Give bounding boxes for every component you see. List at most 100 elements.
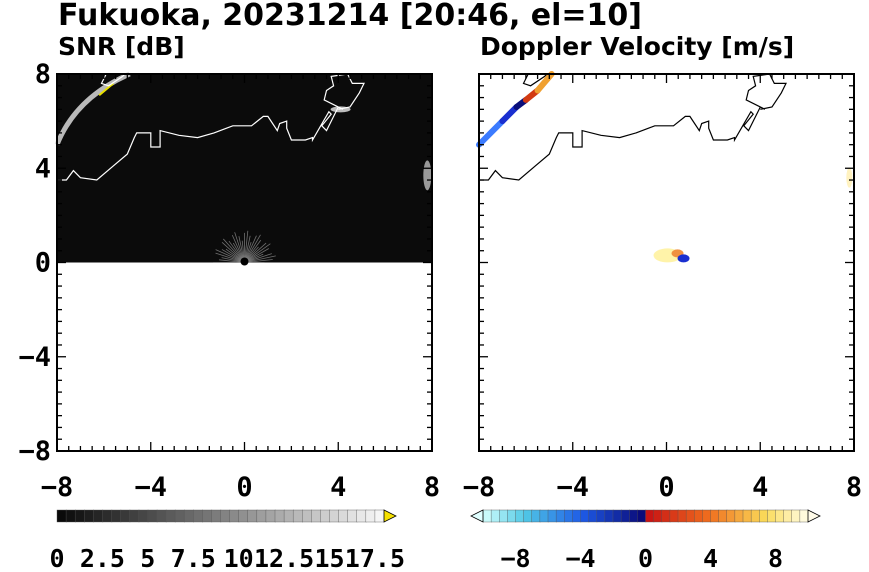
y-tick-label: 4 xyxy=(35,153,51,184)
doppler-colorbar-cell xyxy=(555,509,565,523)
clutter-ray xyxy=(244,243,271,263)
snr-colorbar-cell xyxy=(147,509,158,523)
doppler-colorbar-cell xyxy=(661,509,671,523)
snr-echo-peak xyxy=(98,82,114,96)
doppler-colorbar-cell xyxy=(653,509,663,523)
doppler-colorbar-cell xyxy=(685,509,695,523)
doppler-colorbar-cell xyxy=(612,509,622,523)
doppler-colorbar-extend-max xyxy=(807,509,821,523)
clutter-ray xyxy=(231,234,245,263)
clutter-ray xyxy=(222,238,245,263)
doppler-colorbar-cell xyxy=(677,509,687,523)
snr-colorbar-cell xyxy=(120,509,131,523)
clutter-ray xyxy=(244,234,261,263)
snr-colorbar-label: 10 xyxy=(224,544,254,572)
snr-colorbar-cell xyxy=(292,509,303,523)
snr-colorbar-cell xyxy=(138,509,149,523)
x-tick-label: −4 xyxy=(134,472,167,503)
doppler-colorbar-cell xyxy=(482,509,492,523)
doppler-echo-edge xyxy=(846,167,853,188)
snr-colorbar-cell xyxy=(338,509,349,523)
doppler-colorbar-label: −4 xyxy=(565,544,595,572)
doppler-colorbar-cell xyxy=(507,509,517,523)
snr-colorbar-cell xyxy=(193,509,204,523)
snr-colorbar-cell xyxy=(283,509,294,523)
doppler-colorbar-cell xyxy=(775,509,785,523)
x-tick-label: 4 xyxy=(752,472,768,503)
snr-colorbar-cell xyxy=(174,509,185,523)
snr-colorbar-cell xyxy=(365,509,376,523)
y-tick-label: 8 xyxy=(35,59,51,90)
snr-coastline-bay xyxy=(100,73,126,87)
snr-colorbar-label: 12.5 xyxy=(254,544,314,572)
doppler-colorbar-cell xyxy=(580,509,590,523)
doppler-colorbar-cell xyxy=(564,509,574,523)
doppler-colorbar-cell xyxy=(718,509,728,523)
doppler-echo-segment xyxy=(476,118,506,148)
snr-colorbar-cell xyxy=(65,509,76,523)
doppler-colorbar-cell xyxy=(572,509,582,523)
snr-colorbar-label: 7.5 xyxy=(171,544,216,572)
doppler-colorbar-label: 0 xyxy=(638,544,653,572)
doppler-colorbar-cell xyxy=(726,509,736,523)
snr-colorbar-cell xyxy=(256,509,267,523)
x-tick-label: 0 xyxy=(236,472,252,503)
clutter-ray xyxy=(244,259,273,263)
doppler-colorbar-cell xyxy=(499,509,509,523)
clutter-ray xyxy=(218,259,245,263)
snr-colorbar-label: 0 xyxy=(49,544,64,572)
snr-panel-title: SNR [dB] xyxy=(58,32,185,61)
doppler-panel-title: Doppler Velocity [m/s] xyxy=(480,32,795,61)
doppler-colorbar-cell xyxy=(750,509,760,523)
snr-colorbar-cell xyxy=(374,509,385,523)
clutter-ray xyxy=(244,235,257,263)
snr-colorbar-label: 2.5 xyxy=(80,544,125,572)
doppler-colorbar-cell xyxy=(759,509,769,523)
doppler-colorbar-cell xyxy=(799,509,809,523)
doppler-colorbar-label: 8 xyxy=(768,544,783,572)
x-tick-label: −4 xyxy=(556,472,589,503)
doppler-colorbar-cell xyxy=(547,509,557,523)
figure-title: Fukuoka, 20231214 [20:46, el=10] xyxy=(58,0,643,33)
snr-colorbar-cell xyxy=(229,509,240,523)
doppler-colorbar-label: 4 xyxy=(703,544,718,572)
doppler-colorbar-cell xyxy=(645,509,655,523)
doppler-colorbar-cell xyxy=(620,509,630,523)
snr-colorbar-cell xyxy=(320,509,331,523)
doppler-colorbar-cell xyxy=(523,509,533,523)
snr-colorbar-cell xyxy=(156,509,167,523)
x-tick-label: 4 xyxy=(330,472,346,503)
doppler-colorbar-cell xyxy=(515,509,525,523)
doppler-colorbar-cell xyxy=(694,509,704,523)
snr-colorbar-cell xyxy=(238,509,249,523)
snr-colorbar-cell xyxy=(93,509,104,523)
snr-colorbar-cell xyxy=(329,509,340,523)
doppler-colorbar-cell xyxy=(791,509,801,523)
doppler-colorbar-label: −8 xyxy=(500,544,530,572)
snr-colorbar-cell xyxy=(311,509,322,523)
clutter-ray xyxy=(244,253,272,263)
doppler-colorbar-cell xyxy=(783,509,793,523)
clutter-ray xyxy=(234,232,245,263)
x-tick-label: 0 xyxy=(658,472,674,503)
doppler-colorbar-cell xyxy=(531,509,541,523)
doppler-colorbar-cell xyxy=(539,509,549,523)
y-tick-label: −4 xyxy=(18,342,51,373)
x-tick-label: 8 xyxy=(424,472,440,503)
doppler-colorbar-cell xyxy=(637,509,647,523)
snr-colorbar-cell xyxy=(247,509,258,523)
x-tick-label: 8 xyxy=(846,472,862,503)
x-tick-label: −8 xyxy=(41,472,74,503)
clutter-ray xyxy=(244,248,269,263)
snr-colorbar-cell xyxy=(220,509,231,523)
snr-colorbar-cell xyxy=(56,509,67,523)
snr-colorbar-cell xyxy=(165,509,176,523)
doppler-colorbar-extend-min xyxy=(470,509,484,523)
doppler-colorbar-cell xyxy=(596,509,606,523)
doppler-coastline xyxy=(479,73,787,181)
doppler-colorbar-cell xyxy=(767,509,777,523)
doppler-colorbar-cell xyxy=(629,509,639,523)
snr-colorbar-cell xyxy=(265,509,276,523)
snr-colorbar-cell xyxy=(356,509,367,523)
snr-colorbar-cell xyxy=(183,509,194,523)
